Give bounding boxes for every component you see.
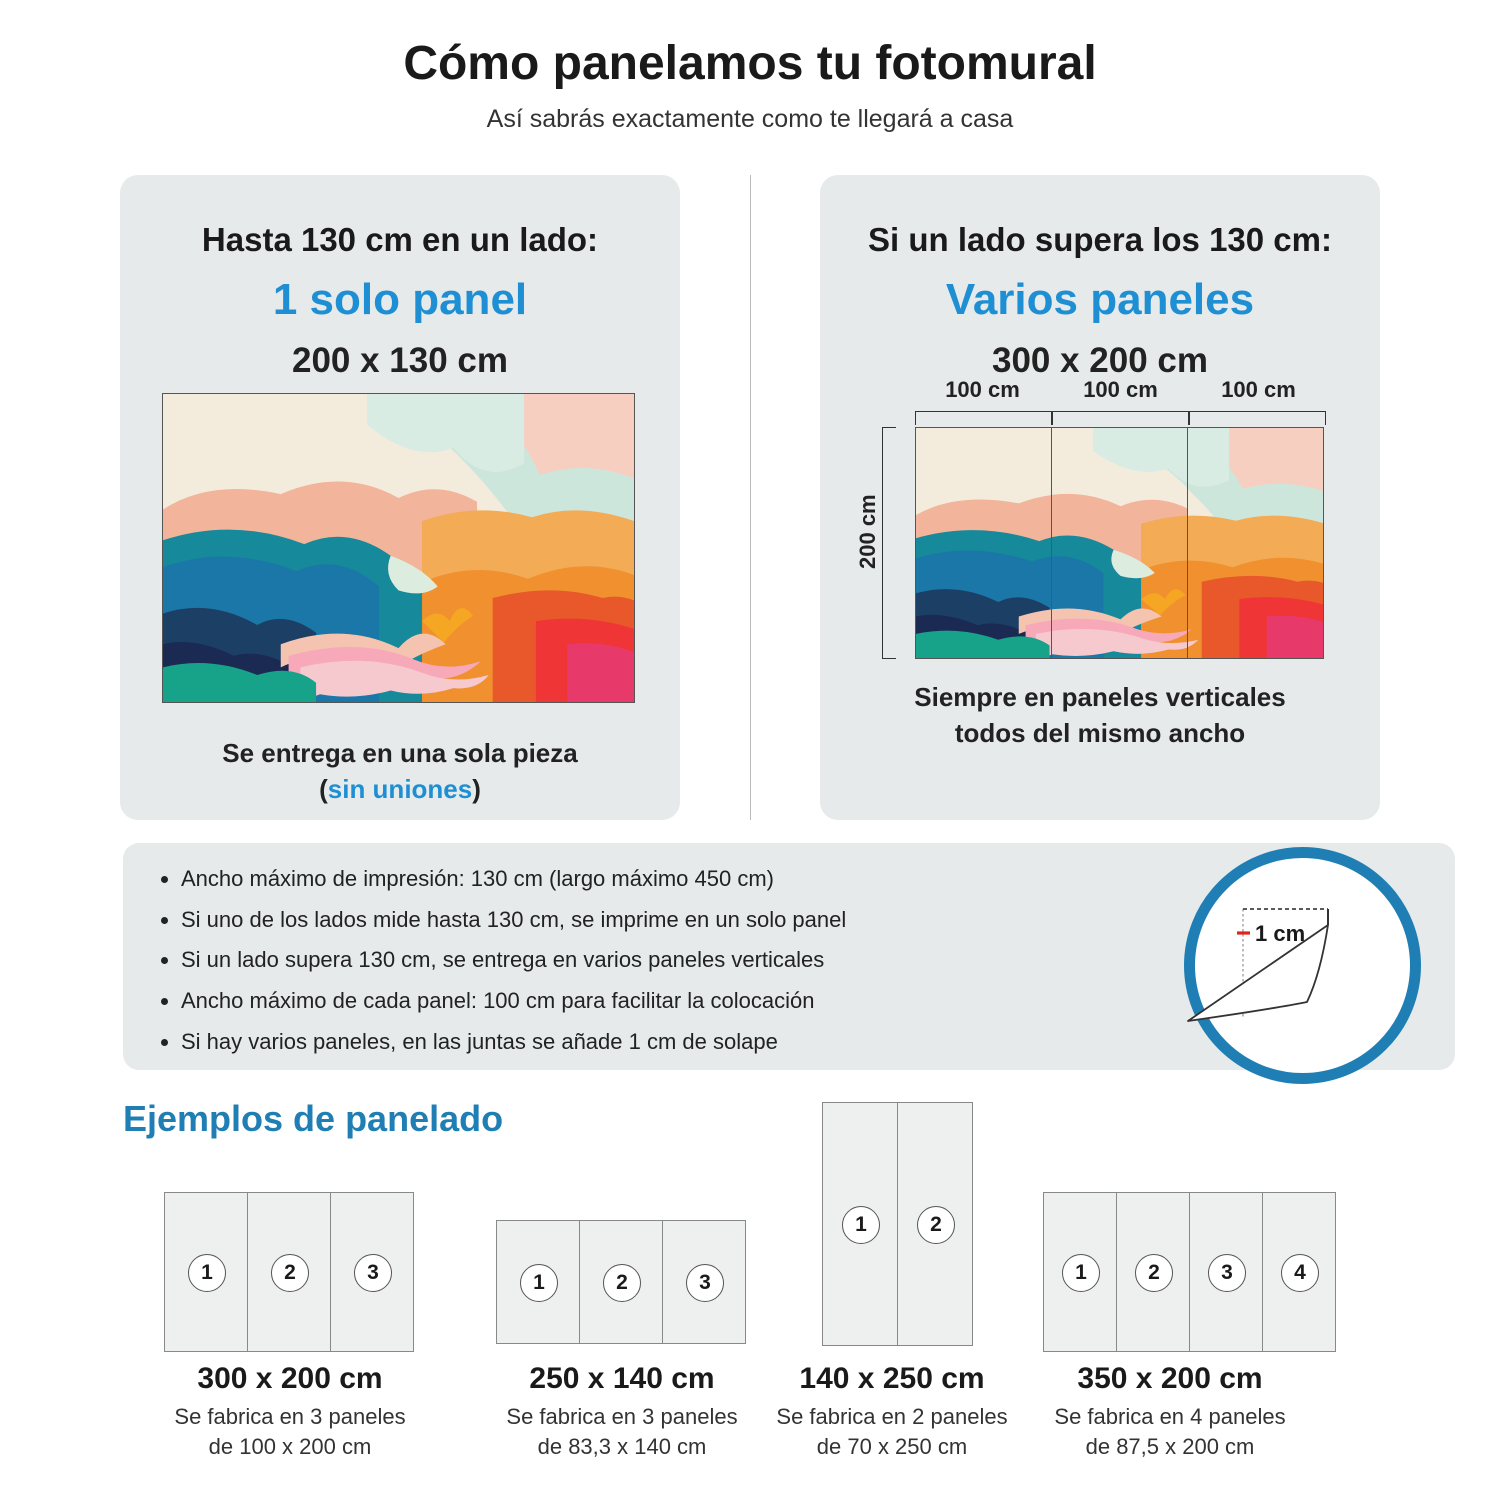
svg-text:1 cm: 1 cm bbox=[1255, 921, 1305, 946]
